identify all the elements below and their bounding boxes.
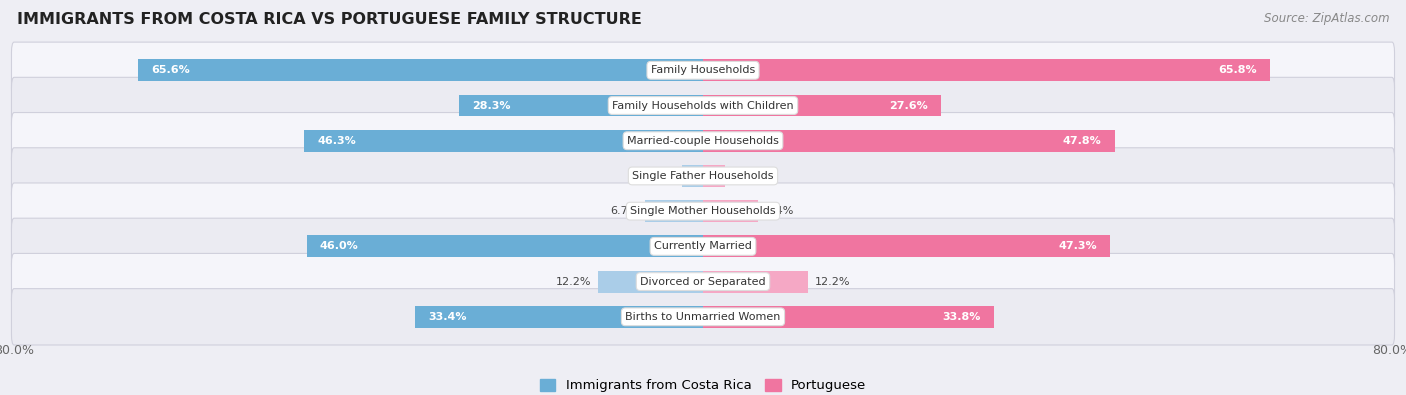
FancyBboxPatch shape — [11, 183, 1395, 239]
Text: Currently Married: Currently Married — [654, 241, 752, 251]
Text: IMMIGRANTS FROM COSTA RICA VS PORTUGUESE FAMILY STRUCTURE: IMMIGRANTS FROM COSTA RICA VS PORTUGUESE… — [17, 12, 641, 27]
Bar — [415, 306, 703, 328]
Bar — [304, 130, 703, 152]
Text: Family Households with Children: Family Households with Children — [612, 100, 794, 111]
Text: 33.4%: 33.4% — [429, 312, 467, 322]
Bar — [703, 94, 941, 117]
Text: 2.4%: 2.4% — [647, 171, 675, 181]
Text: 12.2%: 12.2% — [815, 276, 851, 287]
Text: Births to Unmarried Women: Births to Unmarried Women — [626, 312, 780, 322]
Text: 46.3%: 46.3% — [318, 136, 356, 146]
Text: 46.0%: 46.0% — [319, 241, 359, 251]
Text: Single Father Households: Single Father Households — [633, 171, 773, 181]
Text: 6.4%: 6.4% — [765, 206, 793, 216]
FancyBboxPatch shape — [11, 289, 1395, 345]
Bar — [703, 59, 1270, 81]
Text: 6.7%: 6.7% — [610, 206, 638, 216]
Text: 28.3%: 28.3% — [472, 100, 510, 111]
Bar — [138, 59, 703, 81]
Text: 12.2%: 12.2% — [555, 276, 591, 287]
Text: 47.8%: 47.8% — [1063, 136, 1102, 146]
FancyBboxPatch shape — [11, 113, 1395, 169]
Text: Divorced or Separated: Divorced or Separated — [640, 276, 766, 287]
Text: Married-couple Households: Married-couple Households — [627, 136, 779, 146]
Bar — [703, 200, 758, 222]
Text: 65.6%: 65.6% — [150, 65, 190, 75]
FancyBboxPatch shape — [11, 148, 1395, 204]
Text: 33.8%: 33.8% — [943, 312, 981, 322]
FancyBboxPatch shape — [11, 218, 1395, 275]
Bar — [703, 165, 724, 187]
Bar — [460, 94, 703, 117]
Bar — [703, 306, 994, 328]
Text: Family Households: Family Households — [651, 65, 755, 75]
Bar — [645, 200, 703, 222]
Bar — [703, 130, 1115, 152]
Bar — [682, 165, 703, 187]
Text: 47.3%: 47.3% — [1059, 241, 1098, 251]
Bar — [307, 235, 703, 257]
FancyBboxPatch shape — [11, 254, 1395, 310]
FancyBboxPatch shape — [11, 42, 1395, 98]
Text: Source: ZipAtlas.com: Source: ZipAtlas.com — [1264, 12, 1389, 25]
FancyBboxPatch shape — [11, 77, 1395, 134]
Bar — [598, 271, 703, 293]
Text: 65.8%: 65.8% — [1218, 65, 1257, 75]
Bar — [703, 271, 808, 293]
Legend: Immigrants from Costa Rica, Portuguese: Immigrants from Costa Rica, Portuguese — [534, 373, 872, 395]
Text: 27.6%: 27.6% — [889, 100, 928, 111]
Text: 2.5%: 2.5% — [731, 171, 759, 181]
Text: Single Mother Households: Single Mother Households — [630, 206, 776, 216]
Bar — [703, 235, 1111, 257]
